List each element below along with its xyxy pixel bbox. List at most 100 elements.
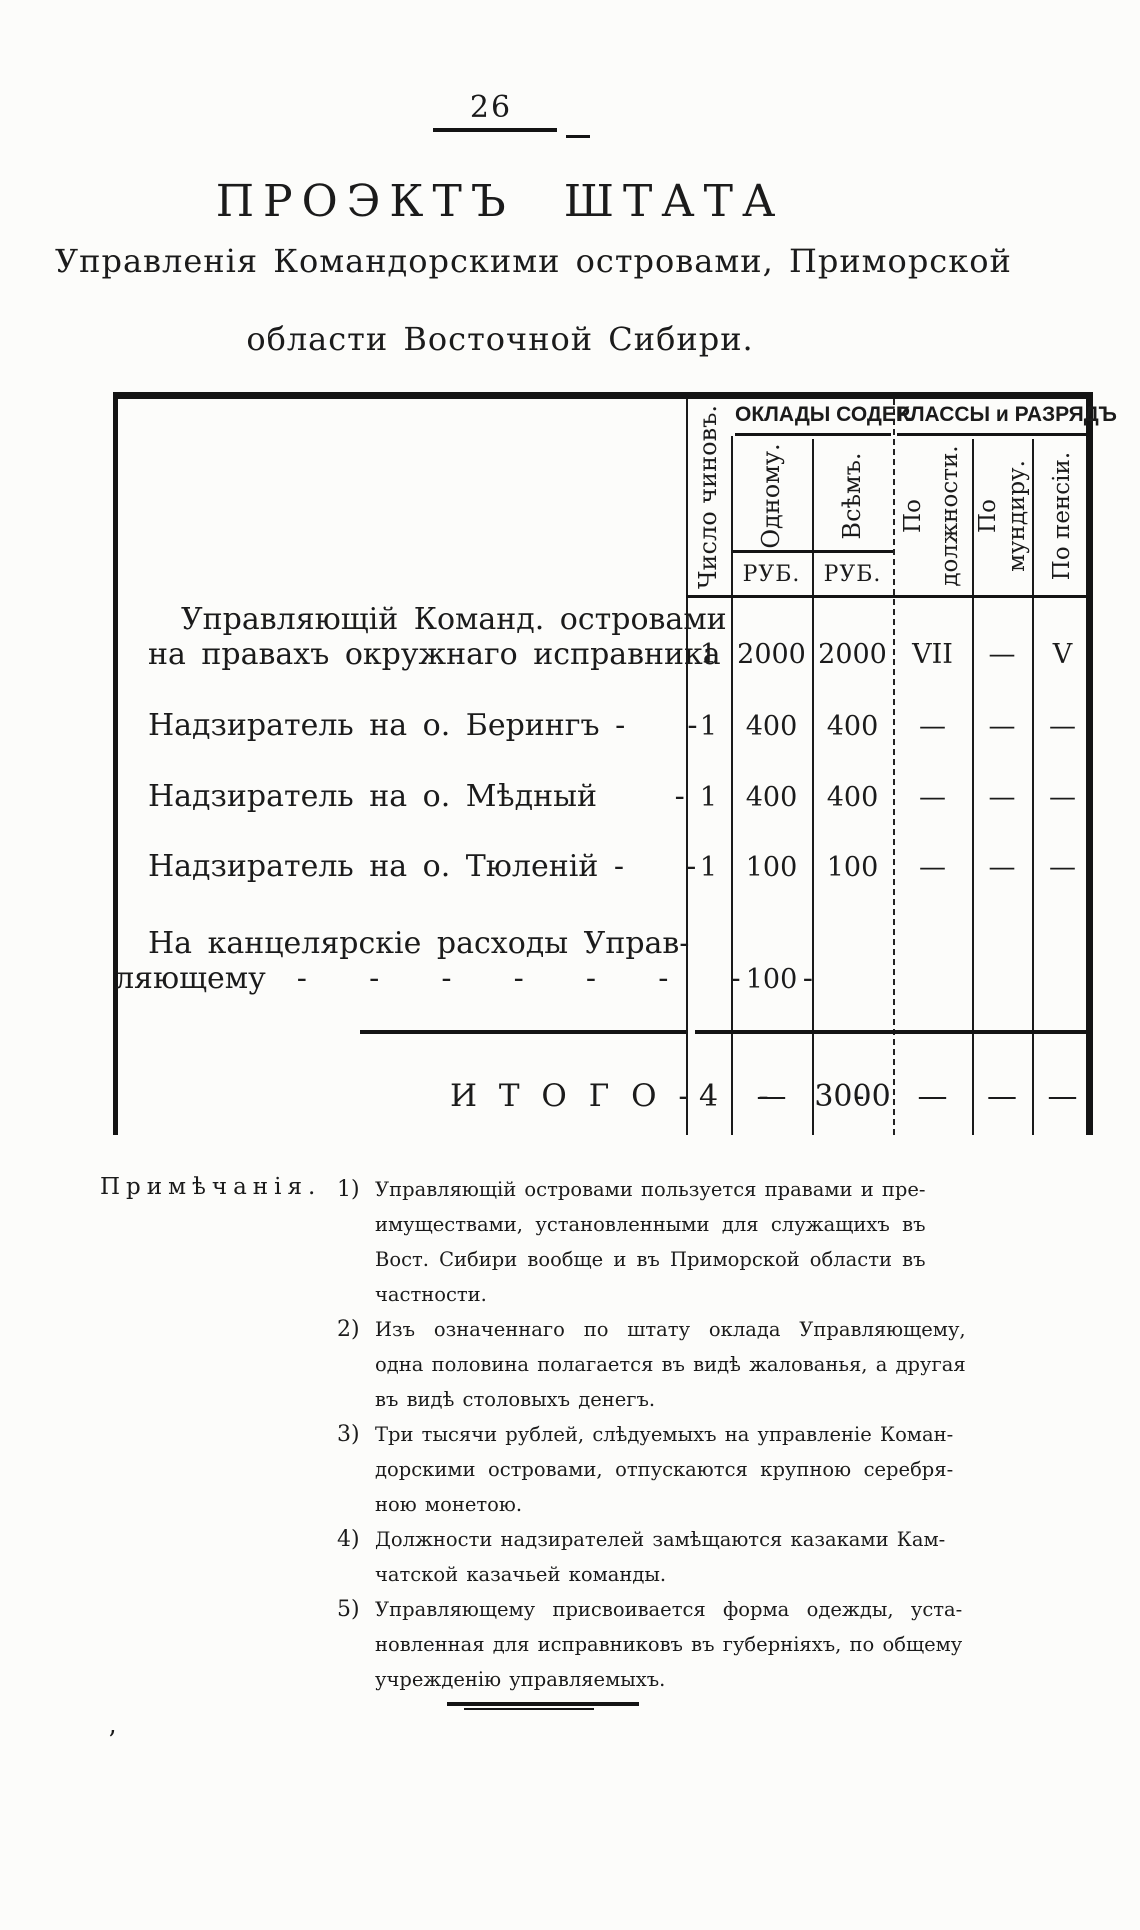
note-line: Управляющему присвоивается форма одежды,… — [375, 1598, 963, 1621]
table-left-border — [113, 392, 118, 1135]
stray-mark: ’ — [108, 1726, 117, 1756]
divider-chislo-odnomu — [731, 436, 733, 1135]
note-number: 3) — [337, 1422, 360, 1447]
column-header-po-dolzhnosti: По должности. — [893, 440, 974, 592]
row3-klass-pensia: — — [1049, 782, 1076, 813]
column-header-po-pensii: По пенсіи. — [1049, 451, 1075, 581]
total-odnomu: — — [756, 1079, 787, 1114]
total-chislo: 4 — [698, 1079, 719, 1114]
note-number: 5) — [337, 1597, 360, 1622]
footer-rule-thin — [464, 1708, 594, 1710]
row1-klass-pensia: V — [1052, 639, 1073, 670]
total-rule-left — [360, 1030, 686, 1034]
row1-vsemu: 2000 — [818, 639, 887, 670]
row3-vsemu: 400 — [826, 782, 879, 813]
total-label: И Т О Г О - - - — [450, 1078, 871, 1114]
row3-klass-dolzhnost: — — [919, 782, 946, 813]
row4-klass-mundir: — — [988, 852, 1016, 883]
total-klass-mundir: — — [987, 1079, 1017, 1114]
note-line: Вост. Сибири вообще и въ Приморской обла… — [375, 1248, 926, 1271]
note-line: дорскими островами, отпускаются крупною … — [375, 1458, 954, 1481]
column-header-chislo-chinov: Число чиновъ. — [694, 404, 722, 590]
column-group-oklady: ОКЛАДЫ СОДЕР. — [735, 403, 913, 426]
note-line: ною монетою. — [375, 1493, 523, 1516]
total-vsemu: 3000 — [814, 1079, 891, 1114]
rub-label-left: РУБ. — [742, 562, 801, 587]
staff-table: ОКЛАДЫ СОДЕР. КЛАССЫ и РАЗРЯДЪ Число чин… — [113, 392, 1117, 1137]
page-number-rule — [433, 128, 557, 132]
row2-klass-pensia: — — [1049, 711, 1076, 742]
divider-mundir-pensia — [1032, 439, 1034, 1135]
row4-klass-dolzhnost: — — [919, 852, 946, 883]
note-line: Должности надзирателей замѣщаются казака… — [375, 1528, 946, 1551]
column-header-odnomu: Одному. — [757, 443, 785, 549]
note-item-3: 3) Три тысячи рублей, слѣдуемыхъ на упра… — [337, 1417, 953, 1522]
row4-name: Надзиратель на о. Тюленій - - — [148, 849, 697, 884]
klassy-underline — [897, 433, 1089, 436]
row3-klass-mundir: — — [988, 782, 1016, 813]
row2-odnomu: 400 — [745, 711, 798, 742]
rub-top-line — [733, 550, 893, 553]
note-line: въ видѣ столовыхъ денегъ. — [375, 1388, 656, 1411]
notes-label: Примѣчанія. — [100, 1174, 322, 1200]
page-number-rule-dash — [566, 135, 590, 138]
row4-chislo: 1 — [699, 852, 718, 883]
note-line: Управляющій островами пользуется правами… — [375, 1178, 926, 1201]
rub-label-right: РУБ. — [823, 562, 882, 587]
row1-odnomu: 2000 — [737, 639, 806, 670]
row1-klass-mundir: — — [988, 639, 1016, 670]
divider-dolzhnost-mundir — [972, 439, 974, 1135]
row4-vsemu: 100 — [826, 852, 879, 883]
row4-klass-pensia: — — [1049, 852, 1076, 883]
footer-rule — [447, 1702, 639, 1706]
row2-klass-mundir: — — [988, 711, 1016, 742]
note-item-2: 2) Изъ означеннаго по штату оклада Управ… — [337, 1312, 966, 1417]
header-bottom-line — [686, 595, 1093, 598]
oklady-underline — [735, 433, 891, 436]
row1-name-line1: Управляющій Команд. островами — [181, 602, 727, 637]
divider-names-chislo — [686, 399, 688, 1135]
column-header-vsemu: Всѣмъ. — [838, 452, 866, 540]
note-line: Изъ означеннаго по штату оклада Управляю… — [375, 1318, 966, 1341]
note-item-4: 4) Должности надзирателей замѣщаются каз… — [337, 1522, 945, 1592]
row4-odnomu: 100 — [745, 852, 798, 883]
row3-odnomu: 400 — [745, 782, 798, 813]
table-right-border — [1086, 392, 1093, 1135]
note-item-1: 1) Управляющій островами пользуется прав… — [337, 1172, 926, 1312]
po-dolzhnosti-line2: должности. — [937, 445, 963, 587]
note-line: чатской казачьей команды. — [375, 1563, 667, 1586]
page-number: 26 — [469, 90, 513, 125]
row2-name: Надзиратель на о. Берингъ - - — [148, 708, 698, 743]
note-line: Три тысячи рублей, слѣдуемыхъ на управле… — [375, 1423, 954, 1446]
divider-odnomu-vsemu — [812, 439, 814, 1135]
row1-chislo: 1 — [699, 639, 718, 670]
note-item-5: 5) Управляющему присвоивается форма одеж… — [337, 1592, 962, 1697]
document-title: ПРОЭКТЪ ШТАТА — [215, 176, 785, 227]
note-number: 2) — [337, 1317, 360, 1342]
total-klass-dolzhnost: — — [917, 1079, 948, 1114]
note-number: 1) — [337, 1177, 360, 1202]
row5-name-line2: ляющему - - - - - - - - — [115, 961, 813, 996]
notes-list: 1) Управляющій островами пользуется прав… — [337, 1172, 966, 1697]
column-group-klassy: КЛАССЫ и РАЗРЯДЪ — [897, 403, 1117, 426]
row1-name-line2: на правахъ окружнаго исправника — [148, 637, 721, 672]
note-line: учрежденію управляемыхъ. — [375, 1668, 666, 1691]
row1-klass-dolzhnost: VII — [912, 639, 953, 670]
po-dolzhnosti-line1: По — [900, 499, 926, 533]
note-line: частности. — [375, 1283, 487, 1306]
row3-name: Надзиратель на о. Мѣдный - — [148, 779, 685, 814]
row3-chislo: 1 — [699, 782, 718, 813]
row5-name-line1: На канцелярскіе расходы Управ- — [148, 926, 690, 961]
document-subtitle-line-1: Управленія Командорскими островами, Прим… — [55, 242, 1012, 280]
note-line: одна половина полагается въ видѣ жалован… — [375, 1353, 966, 1376]
note-line: новленная для исправниковъ въ губерніяхъ… — [375, 1633, 963, 1656]
document-subtitle-line-2: области Восточной Сибири. — [246, 320, 754, 358]
row2-vsemu: 400 — [826, 711, 879, 742]
column-header-po-mundiru: По мундиру. — [972, 440, 1034, 592]
table-top-border — [113, 392, 1093, 399]
row2-klass-dolzhnost: — — [919, 711, 946, 742]
po-mundiru-line2: мундиру. — [1004, 460, 1030, 572]
row2-chislo: 1 — [699, 711, 718, 742]
note-number: 4) — [337, 1527, 360, 1552]
